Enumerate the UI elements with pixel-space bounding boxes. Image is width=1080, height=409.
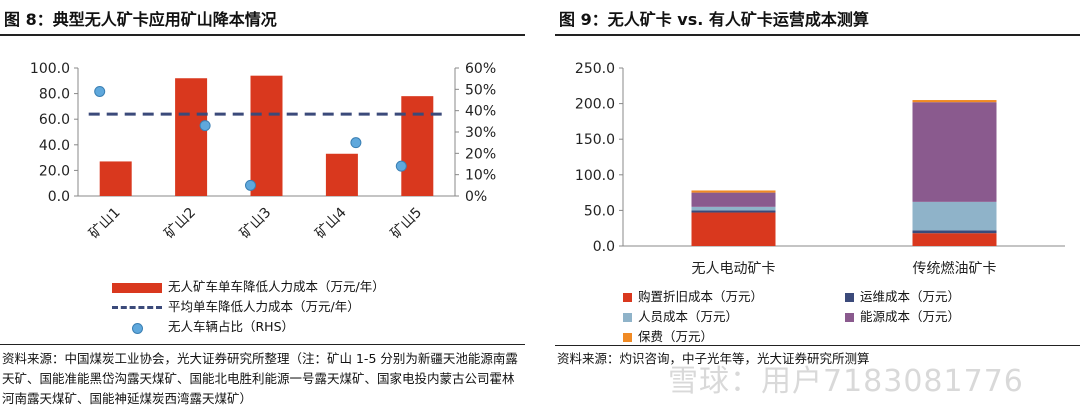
legend-item-bar: 无人矿车单车降低人力成本（万元/年） <box>112 276 385 295</box>
y2-tick-label: 60% <box>465 61 496 77</box>
stacked-bar-segment <box>691 206 776 211</box>
legend-swatch-scatter <box>112 322 162 334</box>
legend-swatch <box>623 333 632 342</box>
y-tick-label: 100.0 <box>30 61 70 77</box>
x-tick-label: 矿山4 <box>312 205 349 242</box>
stacked-bar-segment <box>912 201 997 231</box>
bar <box>99 161 132 196</box>
legend-label: 能源成本（万元） <box>860 309 961 324</box>
legend-label: 人员成本（万元） <box>638 309 739 324</box>
stacked-bar-segment <box>691 210 776 213</box>
x-tick-label: 无人电动矿卡 <box>692 261 776 277</box>
right-figure-title: 图 9：无人矿卡 vs. 有人矿卡运营成本测算 <box>559 10 869 29</box>
x-tick-label: 矿山5 <box>388 205 425 242</box>
legend-item-scatter: 无人车辆占比（RHS） <box>112 316 294 335</box>
left-figure-title: 图 8：典型无人矿卡应用矿山降本情况 <box>4 10 277 29</box>
stacked-bar-segment <box>912 233 997 246</box>
stacked-bar-segment <box>691 190 776 193</box>
legend-label: 运维成本（万元） <box>860 289 961 304</box>
legend-swatch <box>845 293 854 302</box>
y-tick-label: 0.0 <box>48 189 70 205</box>
stacked-bar-segment <box>691 192 776 207</box>
y-tick-label: 40.0 <box>39 138 70 154</box>
scatter-point <box>395 160 407 172</box>
stacked-bar-segment <box>912 230 997 234</box>
legend-swatch-line <box>112 306 162 309</box>
legend-swatch <box>623 313 632 322</box>
legend-label: 购置折旧成本（万元） <box>638 289 764 304</box>
right-figure-panel: 图 9：无人矿卡 vs. 有人矿卡运营成本测算 0.0 50.0 100.0 150.… <box>555 0 1080 408</box>
bar <box>250 75 283 196</box>
x-tick-label: 矿山3 <box>237 205 274 242</box>
left-top-rule <box>0 34 525 36</box>
y2-tick-label: 0% <box>465 189 487 205</box>
scatter-point <box>245 179 256 191</box>
right-chart: 0.0 50.0 100.0 150.0 200.0 250.0 无人电动矿卡 传统燃油矿卡 <box>575 61 1065 277</box>
y-tick-label: 20.0 <box>39 163 70 179</box>
scatter-point <box>199 120 211 132</box>
y2-tick-label: 10% <box>465 168 496 184</box>
legend-item: 人员成本（万元） <box>623 306 738 325</box>
y-tick-label: 100.0 <box>575 168 615 184</box>
y-tick-label: 250.0 <box>575 61 615 77</box>
y-tick-label: 200.0 <box>575 97 615 113</box>
legend-item: 购置折旧成本（万元） <box>623 286 763 305</box>
bar <box>401 96 434 196</box>
legend-item: 运维成本（万元） <box>845 286 960 305</box>
x-tick-label: 矿山2 <box>162 205 199 242</box>
stacked-bar-segment <box>691 212 776 246</box>
right-bottom-rule <box>555 345 1080 346</box>
y2-tick-label: 30% <box>465 125 496 141</box>
y-tick-label: 50.0 <box>584 203 615 219</box>
legend-label-scatter: 无人车辆占比（RHS） <box>168 319 295 334</box>
scatter-point <box>350 137 362 149</box>
y2-tick-label: 50% <box>465 82 496 98</box>
legend-swatch <box>845 313 854 322</box>
right-top-rule <box>555 34 1080 36</box>
left-bottom-rule <box>0 344 525 345</box>
x-tick-label: 传统燃油矿卡 <box>913 260 997 277</box>
left-source-note: 资料来源：中国煤炭工业协会，光大证券研究所整理（注：矿山 1-5 分别为新疆天池… <box>2 351 518 406</box>
x-tick-label: 矿山1 <box>86 205 123 242</box>
stacked-bar-segment <box>912 102 997 202</box>
legend-label-line: 平均单车降低人力成本（万元/年） <box>168 299 360 314</box>
stacked-bar-segment <box>912 100 997 103</box>
legend-item-line: 平均单车降低人力成本（万元/年） <box>112 296 360 315</box>
legend-swatch-bar <box>112 282 162 293</box>
legend-item: 能源成本（万元） <box>845 306 960 325</box>
right-source-note: 资料来源：灼识咨询，中子光年等，光大证券研究所测算 <box>557 351 870 366</box>
y-tick-label: 0.0 <box>593 239 615 255</box>
legend-swatch <box>623 293 632 302</box>
y-tick-label: 80.0 <box>39 87 70 103</box>
y2-tick-label: 40% <box>465 104 496 120</box>
watermark: 雪球：用户7183081776 <box>668 364 1024 399</box>
left-figure-panel: 图 8：典型无人矿卡应用矿山降本情况 0.0 20.0 40.0 60.0 80.0 10… <box>0 0 525 408</box>
legend-item: 保费（万元） <box>623 326 713 345</box>
bar <box>325 153 358 196</box>
left-chart: 0.0 20.0 40.0 60.0 80.0 100.0 0% 10% 20% 30% 40% 50… <box>30 61 496 242</box>
y-tick-label: 60.0 <box>39 112 70 128</box>
scatter-point <box>94 85 106 97</box>
y-tick-label: 150.0 <box>575 132 615 148</box>
legend-label: 保费（万元） <box>638 329 714 344</box>
y2-tick-label: 20% <box>465 146 496 162</box>
bar <box>175 78 208 196</box>
legend-label-bar: 无人矿车单车降低人力成本（万元/年） <box>168 279 385 294</box>
